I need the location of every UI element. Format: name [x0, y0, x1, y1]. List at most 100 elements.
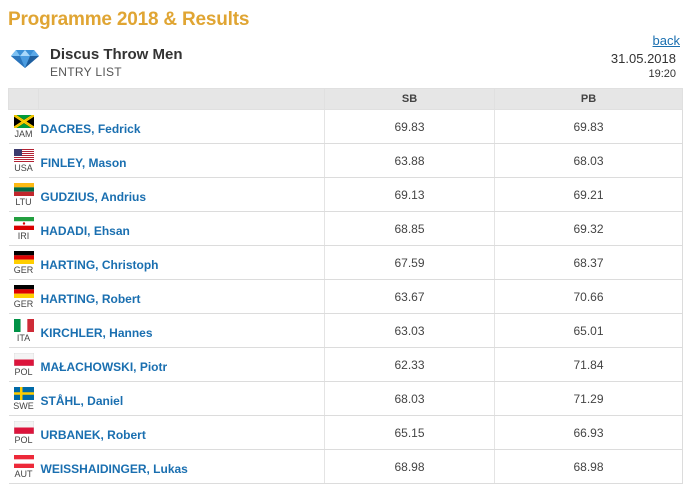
usa-flag-icon — [13, 149, 34, 162]
table-row: JAM DACRES, Fedrick 69.83 69.83 — [8, 109, 683, 144]
country-cell: LTU — [8, 177, 39, 212]
athlete-name-link[interactable]: STÅHL, Daniel — [40, 393, 124, 408]
athlete-cell: URBANEK, Robert — [38, 415, 325, 450]
athlete-name-link[interactable]: MAŁACHOWSKI, Piotr — [40, 359, 168, 374]
table-row: USA FINLEY, Mason 63.88 68.03 — [8, 143, 683, 178]
country-cell: POL — [8, 415, 39, 450]
personal-best-value: 68.98 — [494, 449, 683, 484]
country-cell: IRI — [8, 211, 39, 246]
table-header-row: SB PB — [8, 88, 683, 110]
country-code: ITA — [16, 333, 31, 343]
ger-flag-icon — [13, 251, 34, 264]
entry-list-label: ENTRY LIST — [50, 65, 122, 79]
ltu-flag-icon — [13, 183, 34, 196]
season-best-value: 63.67 — [324, 279, 495, 314]
diamond-icon — [11, 50, 39, 68]
season-best-value: 62.33 — [324, 347, 495, 382]
athlete-cell: HARTING, Robert — [38, 279, 325, 314]
country-code: POL — [14, 435, 33, 445]
season-best-value: 68.98 — [324, 449, 495, 484]
country-code: AUT — [14, 469, 33, 479]
athlete-name-link[interactable]: URBANEK, Robert — [40, 427, 146, 442]
pol-flag-icon — [13, 421, 34, 434]
back-link[interactable]: back — [652, 33, 680, 48]
country-code: LTU — [15, 197, 32, 207]
season-best-value: 68.85 — [324, 211, 495, 246]
event-name: Discus Throw Men — [50, 46, 183, 63]
country-cell: JAM — [8, 109, 39, 144]
season-best-value: 65.15 — [324, 415, 495, 450]
athlete-cell: DACRES, Fedrick — [38, 109, 325, 144]
country-code: GER — [13, 265, 34, 275]
personal-best-value: 70.66 — [494, 279, 683, 314]
athlete-name-link[interactable]: GUDZIUS, Andrius — [40, 189, 147, 204]
personal-best-value: 69.32 — [494, 211, 683, 246]
ita-flag-icon — [13, 319, 34, 332]
season-best-value: 63.88 — [324, 143, 495, 178]
personal-best-value: 66.93 — [494, 415, 683, 450]
personal-best-value: 69.21 — [494, 177, 683, 212]
athlete-name-link[interactable]: HADADI, Ehsan — [40, 223, 130, 238]
header-sb[interactable]: SB — [324, 88, 495, 110]
season-best-value: 67.59 — [324, 245, 495, 280]
season-best-value: 69.83 — [324, 109, 495, 144]
header-flag — [8, 88, 39, 110]
athlete-cell: KIRCHLER, Hannes — [38, 313, 325, 348]
country-code: USA — [14, 163, 33, 173]
table-row: SWE STÅHL, Daniel 68.03 71.29 — [8, 381, 683, 416]
table-row: LTU GUDZIUS, Andrius 69.13 69.21 — [8, 177, 683, 212]
table-row: GER HARTING, Robert 63.67 70.66 — [8, 279, 683, 314]
aut-flag-icon — [13, 455, 34, 468]
event-header: Discus Throw Men ENTRY LIST back 31.05.2… — [8, 33, 680, 86]
country-cell: ITA — [8, 313, 39, 348]
athlete-name-link[interactable]: FINLEY, Mason — [40, 155, 127, 170]
table-row: ITA KIRCHLER, Hannes 63.03 65.01 — [8, 313, 683, 348]
table-row: GER HARTING, Christoph 67.59 68.37 — [8, 245, 683, 280]
country-code: POL — [14, 367, 33, 377]
event-date: 31.05.2018 — [610, 51, 676, 66]
country-cell: GER — [8, 279, 39, 314]
athlete-name-link[interactable]: HARTING, Christoph — [40, 257, 159, 272]
country-cell: AUT — [8, 449, 39, 484]
country-code: GER — [13, 299, 34, 309]
personal-best-value: 69.83 — [494, 109, 683, 144]
personal-best-value: 68.37 — [494, 245, 683, 280]
athlete-cell: HARTING, Christoph — [38, 245, 325, 280]
athlete-cell: MAŁACHOWSKI, Piotr — [38, 347, 325, 382]
season-best-value: 63.03 — [324, 313, 495, 348]
personal-best-value: 71.29 — [494, 381, 683, 416]
athlete-name-link[interactable]: HARTING, Robert — [40, 291, 141, 306]
athlete-name-link[interactable]: DACRES, Fedrick — [40, 121, 141, 136]
table-row: POL MAŁACHOWSKI, Piotr 62.33 71.84 — [8, 347, 683, 382]
header-pb[interactable]: PB — [494, 88, 683, 110]
entry-list-table: SB PB JAM DACRES, Fedrick 69.83 69.83 USA FIN… — [8, 88, 683, 484]
country-cell: POL — [8, 347, 39, 382]
table-row: POL URBANEK, Robert 65.15 66.93 — [8, 415, 683, 450]
event-time: 19:20 — [648, 68, 676, 80]
athlete-name-link[interactable]: KIRCHLER, Hannes — [40, 325, 153, 340]
swe-flag-icon — [13, 387, 34, 400]
pol-flag-icon — [13, 353, 34, 366]
header-athlete — [38, 88, 325, 110]
athlete-name-link[interactable]: WEISSHAIDINGER, Lukas — [40, 461, 188, 476]
jam-flag-icon — [13, 115, 34, 128]
iri-flag-icon — [13, 217, 34, 230]
personal-best-value: 71.84 — [494, 347, 683, 382]
country-code: IRI — [17, 231, 30, 241]
personal-best-value: 68.03 — [494, 143, 683, 178]
athlete-cell: GUDZIUS, Andrius — [38, 177, 325, 212]
country-cell: SWE — [8, 381, 39, 416]
country-cell: USA — [8, 143, 39, 178]
athlete-cell: FINLEY, Mason — [38, 143, 325, 178]
table-row: AUT WEISSHAIDINGER, Lukas 68.98 68.98 — [8, 449, 683, 484]
athlete-cell: STÅHL, Daniel — [38, 381, 325, 416]
season-best-value: 68.03 — [324, 381, 495, 416]
country-cell: GER — [8, 245, 39, 280]
personal-best-value: 65.01 — [494, 313, 683, 348]
table-row: IRI HADADI, Ehsan 68.85 69.32 — [8, 211, 683, 246]
country-code: SWE — [13, 401, 34, 411]
athlete-cell: WEISSHAIDINGER, Lukas — [38, 449, 325, 484]
athlete-cell: HADADI, Ehsan — [38, 211, 325, 246]
page-title: Programme 2018 & Results — [8, 9, 250, 30]
ger-flag-icon — [13, 285, 34, 298]
